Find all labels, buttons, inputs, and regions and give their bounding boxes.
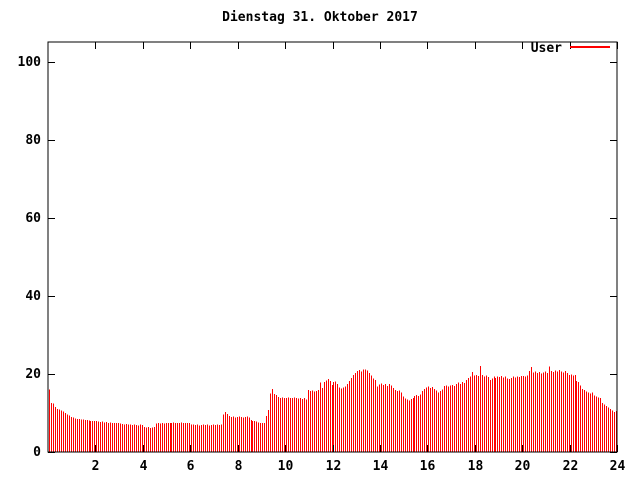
x-tick-label: 6	[187, 459, 195, 474]
y-tick-label: 0	[33, 445, 41, 460]
x-tick-label: 20	[515, 459, 531, 474]
x-tick-label: 8	[235, 459, 243, 474]
chart-title: Dienstag 31. Oktober 2017	[222, 10, 418, 25]
y-tick-label: 20	[25, 367, 41, 382]
x-tick-label: 2	[92, 459, 100, 474]
x-tick-label: 24	[610, 459, 626, 474]
plot-border	[47, 41, 618, 453]
x-tick-label: 10	[278, 459, 294, 474]
y-tick-label: 60	[25, 211, 41, 226]
x-tick-label: 12	[326, 459, 342, 474]
legend-label: User	[531, 41, 562, 56]
x-tick-label: 22	[563, 459, 579, 474]
x-tick-label: 18	[468, 459, 484, 474]
x-tick-label: 14	[373, 459, 389, 474]
y-axis-labels: 0 20 40 60 80 100	[18, 55, 42, 460]
y-tick-label: 80	[25, 133, 41, 148]
x-tick-label: 4	[140, 459, 148, 474]
user-impulse-bars	[49, 366, 617, 452]
y-tick-label: 40	[25, 289, 41, 304]
x-tick-label: 16	[420, 459, 436, 474]
x-axis-labels: 2 4 6 8 10 12 14 16 18 20 22 24	[92, 459, 626, 474]
y-tick-label: 100	[18, 55, 42, 70]
